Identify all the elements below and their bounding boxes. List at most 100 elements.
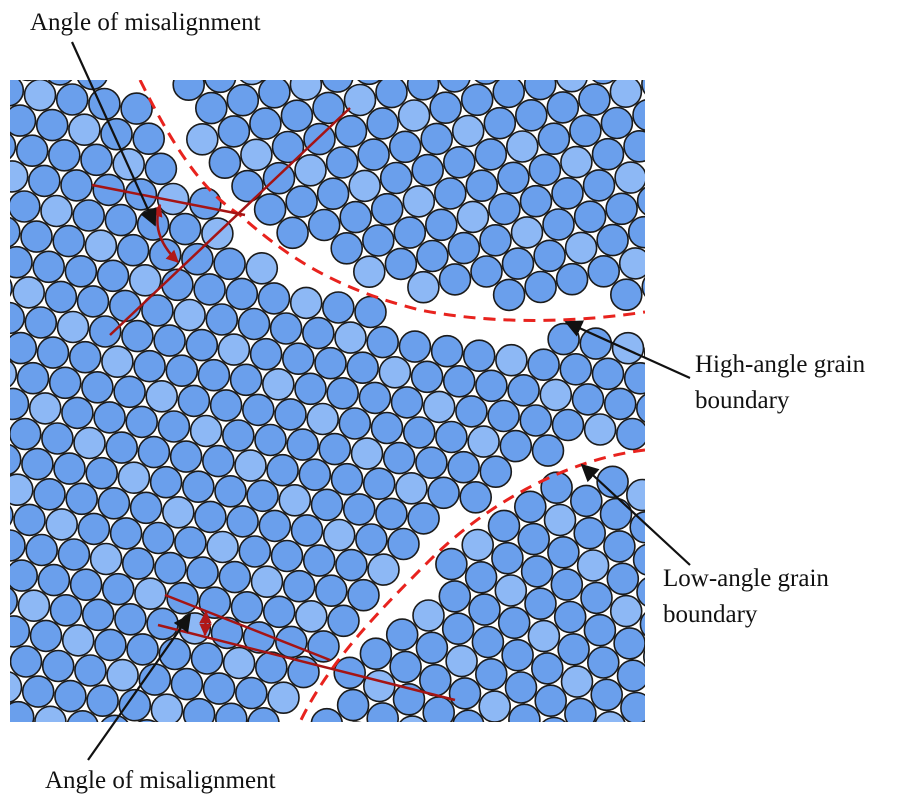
atom [545, 505, 576, 536]
atom [6, 560, 37, 591]
atom [146, 381, 177, 412]
atom [621, 693, 652, 724]
atom [618, 660, 649, 691]
atom [597, 225, 628, 256]
figure: Angle of misalignment High-angle grain b… [0, 0, 911, 800]
atom [533, 435, 564, 466]
atom [506, 672, 537, 703]
atom [0, 161, 28, 192]
atom [416, 447, 447, 478]
atom [283, 343, 314, 374]
atom [412, 361, 443, 392]
atom [13, 277, 44, 308]
atom [138, 209, 169, 240]
atom [575, 201, 606, 232]
atom [349, 170, 380, 201]
atom [85, 230, 116, 261]
atom [198, 360, 229, 391]
atom [150, 239, 181, 270]
atom [358, 139, 389, 170]
atom [31, 620, 62, 651]
atom [29, 165, 60, 196]
atom [584, 615, 615, 646]
label-bottom: Angle of misalignment [45, 767, 276, 794]
atom [277, 217, 308, 248]
atom [367, 327, 398, 358]
atom [251, 339, 282, 370]
atom [303, 318, 334, 349]
atom [392, 387, 423, 418]
atom [397, 716, 428, 747]
atom [344, 494, 375, 525]
atom [118, 462, 149, 493]
atom [580, 328, 611, 359]
atom [186, 330, 217, 361]
atom [430, 92, 461, 123]
atom [509, 704, 540, 735]
atom [327, 378, 358, 409]
atom [138, 437, 169, 468]
atom [560, 354, 591, 385]
atom [154, 325, 185, 356]
atom [38, 565, 69, 596]
atom [174, 300, 205, 331]
atom [352, 438, 383, 469]
atom [231, 364, 262, 395]
atom [479, 691, 510, 722]
atom [456, 396, 487, 427]
atom [239, 536, 270, 567]
atom [296, 601, 327, 632]
atom [500, 431, 531, 462]
atom [9, 191, 40, 222]
atom [499, 607, 530, 638]
atom [135, 578, 166, 609]
atom [629, 217, 660, 248]
atom [319, 434, 350, 465]
atom [633, 100, 664, 131]
atom [207, 532, 238, 563]
atom [548, 537, 579, 568]
atom [606, 193, 637, 224]
atom [81, 144, 112, 175]
atom [206, 304, 237, 335]
atom [90, 316, 121, 347]
atom [558, 634, 589, 665]
atom [3, 702, 34, 733]
atom [331, 233, 362, 264]
atom [453, 116, 484, 147]
atom [525, 69, 556, 100]
atom [91, 544, 122, 575]
atom [439, 61, 470, 92]
atom [328, 605, 359, 636]
atom [552, 178, 583, 209]
atom [508, 375, 539, 406]
atom [338, 690, 369, 721]
atom [227, 506, 258, 537]
atom [376, 77, 407, 108]
atom [0, 530, 25, 561]
atom [42, 423, 73, 454]
atom [175, 527, 206, 558]
atom [396, 473, 427, 504]
atom [232, 592, 263, 623]
atom [617, 419, 648, 450]
atom [372, 194, 403, 225]
atom [591, 679, 622, 710]
atom [183, 471, 214, 502]
atom [184, 699, 215, 730]
atom [601, 499, 632, 530]
atom [259, 77, 290, 108]
atom [78, 286, 109, 317]
atom [219, 562, 250, 593]
atom [336, 550, 367, 581]
atom [250, 108, 281, 139]
atom [18, 363, 49, 394]
atom [107, 660, 138, 691]
atom [579, 84, 610, 115]
atom [49, 140, 80, 171]
atom [387, 619, 418, 650]
atom [22, 449, 53, 480]
atom [516, 100, 547, 131]
atom [281, 100, 312, 131]
atom [252, 566, 283, 597]
